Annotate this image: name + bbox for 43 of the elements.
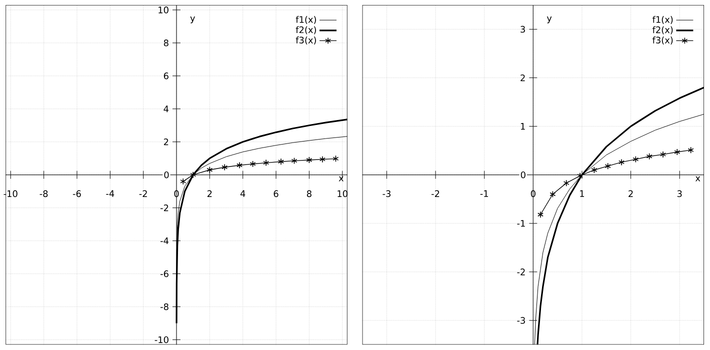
x-tick-label: 3 — [677, 190, 682, 198]
x-tick-label: -1 — [480, 190, 488, 197]
legend-label: f3(x) — [296, 36, 316, 45]
y-tick-label: -8 — [160, 304, 168, 310]
legend-label: f2(x) — [296, 26, 316, 34]
y-tick-label: -3 — [517, 317, 525, 324]
y-tick-label: -2 — [517, 268, 525, 276]
y-tick-label: -2 — [160, 204, 168, 212]
y-tick-label: 2 — [520, 74, 525, 82]
x-tick-label: -3 — [382, 190, 390, 198]
y-tick-label: 0 — [520, 172, 526, 178]
x-tick-label: 2 — [207, 190, 212, 198]
legend-label: f2(x) — [652, 26, 673, 34]
legend-label: f3(x) — [652, 36, 673, 45]
legend-label: f1(x) — [296, 16, 316, 24]
x-tick-label: -4 — [106, 190, 114, 197]
y-tick-label: 4 — [164, 106, 169, 112]
x-tick-label: 1 — [580, 190, 584, 197]
y-tick-label: 3 — [520, 26, 525, 33]
x-tick-label: 4 — [240, 190, 246, 197]
x-tick-label: -2 — [139, 190, 147, 198]
y-tick-label: 8 — [164, 40, 168, 46]
y-tick-label: 2 — [164, 138, 168, 146]
x-tick-label: 6 — [274, 190, 278, 198]
x-tick-label: -8 — [40, 190, 48, 198]
x-tick-label: -2 — [432, 190, 440, 198]
x-axis-title: x — [338, 176, 344, 182]
y-tick-label: -4 — [160, 238, 169, 244]
y-tick-label: 1 — [520, 123, 525, 130]
x-tick-label: 2 — [628, 190, 633, 198]
x-axis-title: x — [695, 176, 700, 182]
x-tick-label: -6 — [72, 190, 81, 198]
y-tick-label: 10 — [158, 6, 168, 14]
y-tick-label: -10 — [154, 336, 168, 344]
legend-label: f1(x) — [652, 16, 673, 24]
y-axis-title: y — [546, 16, 552, 24]
x-tick-label: 8 — [306, 190, 312, 198]
y-tick-label: -6 — [160, 270, 168, 278]
y-tick-label: 6 — [164, 72, 168, 80]
x-tick-label: 0 — [174, 190, 179, 198]
y-tick-label: 0 — [164, 172, 169, 178]
y-tick-label: -1 — [517, 220, 525, 227]
y-axis-title: y — [190, 16, 196, 24]
